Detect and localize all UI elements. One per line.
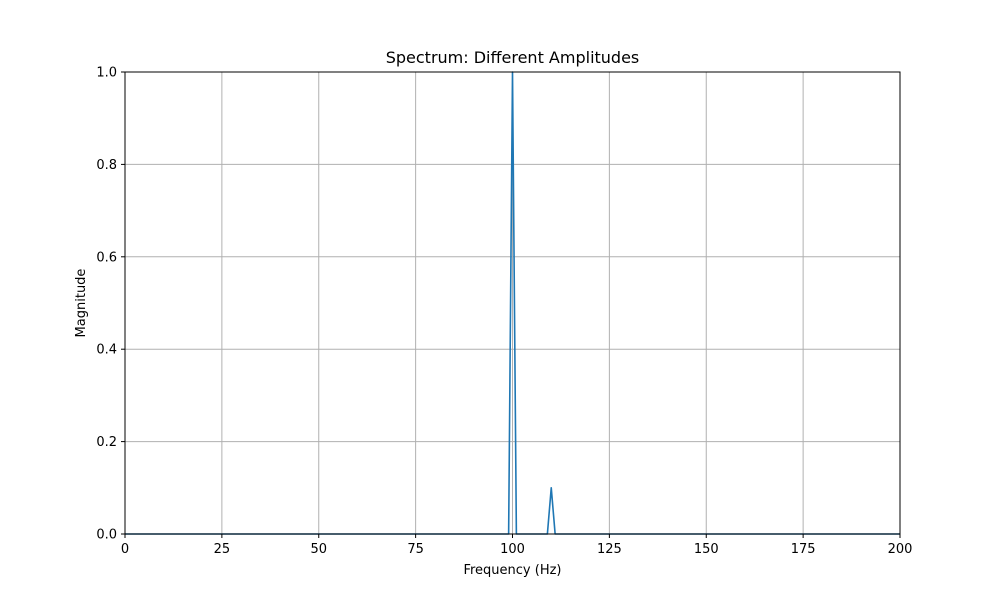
x-tick-label: 75 [407,542,424,557]
chart-title: Spectrum: Different Amplitudes [386,48,640,67]
y-tick-label: 0.4 [96,343,117,358]
y-tick-label: 0.0 [96,528,117,543]
x-tick-label: 150 [694,542,719,557]
x-tick-label: 125 [597,542,622,557]
y-tick-label: 1.0 [96,66,117,81]
x-tick-label: 50 [310,542,327,557]
y-tick-label: 0.2 [96,435,117,450]
y-axis-label: Magnitude [74,269,89,338]
x-tick-label: 200 [888,542,913,557]
x-tick-label: 0 [121,542,129,557]
y-tick-label: 0.6 [96,250,117,265]
y-tick-label: 0.8 [96,158,117,173]
ticks: 0 25 50 75 100 125 150 175 200 0.0 0.2 0.4 0.6 0.8 1.0 [96,66,912,558]
x-tick-label: 100 [500,542,525,557]
x-tick-label: 175 [791,542,816,557]
x-tick-label: 25 [214,542,231,557]
x-axis-label: Frequency (Hz) [463,563,561,578]
